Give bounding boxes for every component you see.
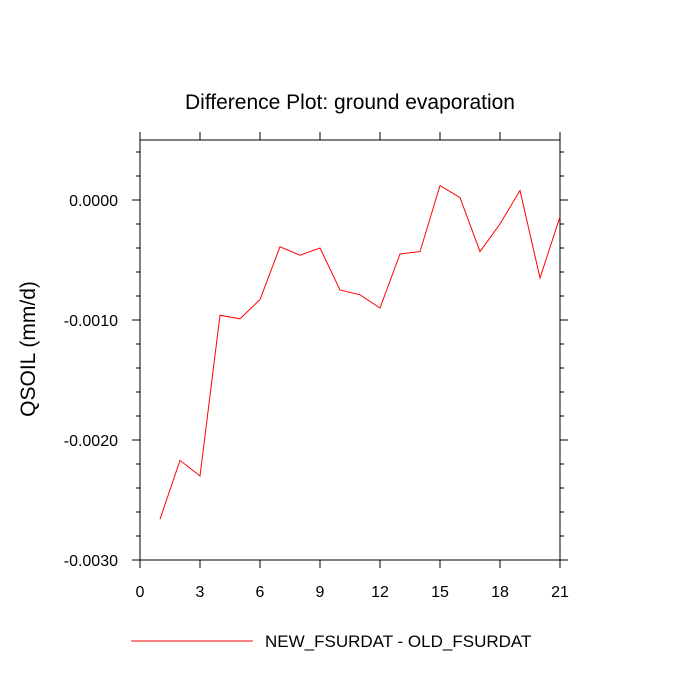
y-tick-label: -0.0030 — [64, 553, 118, 570]
x-tick-label: 6 — [256, 584, 265, 601]
chart-title: Difference Plot: ground evaporation — [185, 91, 515, 114]
x-tick-label: 3 — [196, 584, 205, 601]
x-tick-label: 0 — [136, 584, 145, 601]
y-tick-label: -0.0020 — [64, 433, 118, 450]
x-tick-label: 18 — [491, 584, 509, 601]
y-axis-label: QSOIL (mm/d) — [17, 281, 40, 417]
x-tick-label: 15 — [431, 584, 449, 601]
legend: NEW_FSURDAT - OLD_FSURDAT — [131, 632, 531, 651]
axis-ticks — [132, 132, 568, 568]
x-tick-label: 21 — [551, 584, 569, 601]
series-layer — [159, 184, 561, 520]
plot-frame — [139, 139, 561, 561]
series-line — [159, 184, 561, 520]
y-tick-label: 0.0000 — [69, 193, 118, 210]
x-tick-label: 9 — [316, 584, 325, 601]
x-tick-label: 12 — [371, 584, 389, 601]
axis-tick-labels: 0 3 6 9 12 15 18 21 -0.0030 -0.0020 -0.0010 0.0000 — [64, 193, 569, 601]
y-tick-label: -0.0010 — [64, 313, 118, 330]
legend-label: NEW_FSURDAT - OLD_FSURDAT — [265, 632, 531, 651]
